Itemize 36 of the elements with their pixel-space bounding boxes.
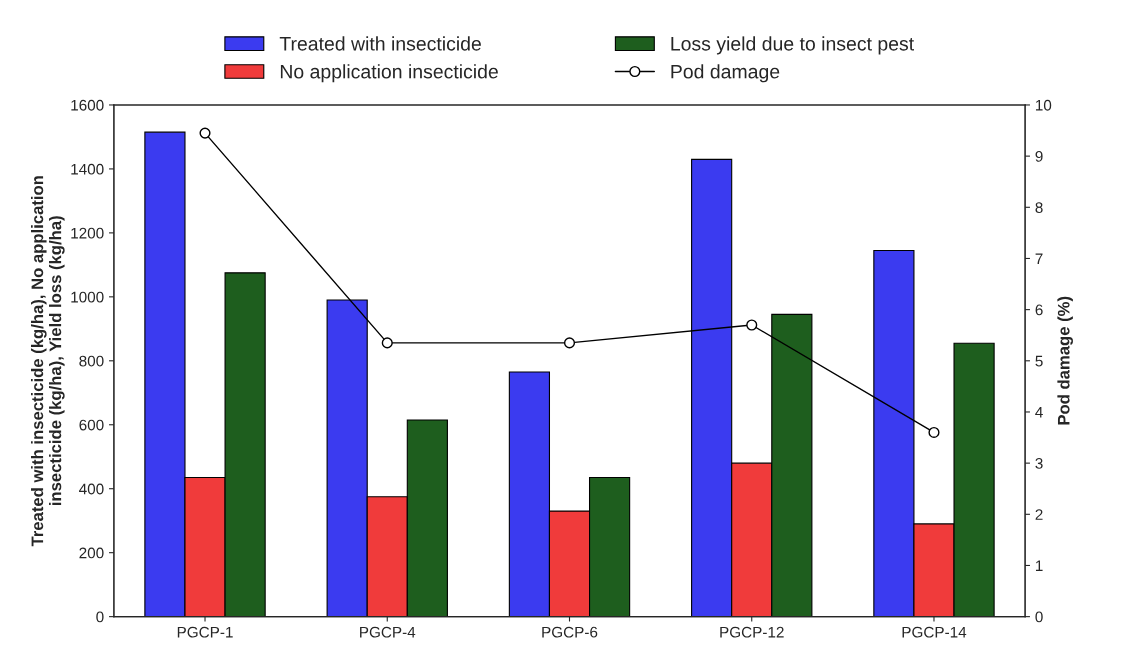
y2-tick-label: 2: [1035, 509, 1043, 520]
x-tick-label: PGCP-14: [902, 626, 967, 638]
y-tick-label: 0: [96, 611, 104, 623]
y-tick-label: 1200: [71, 227, 104, 239]
y-tick-label: 1000: [71, 291, 104, 303]
x-tick-label: PGCP-6: [542, 626, 598, 638]
x-tick-label: PGCP-1: [177, 626, 233, 638]
y2-tick-label: 5: [1035, 355, 1043, 367]
y2-tick-label: 7: [1035, 253, 1043, 264]
y-tick-label: 1600: [71, 99, 104, 111]
y2-axis-title: Pod damage (%): [1057, 296, 1073, 425]
point: [563, 337, 576, 349]
legend-label: No application insecticide: [280, 64, 498, 83]
y-tick-label: 800: [79, 355, 104, 367]
y-tick-label: 600: [79, 419, 104, 431]
y2-tick-label: 4: [1035, 406, 1043, 418]
y-tick-label: 400: [79, 483, 104, 495]
x-tick-label: PGCP-12: [720, 626, 784, 638]
y2-tick-label: 9: [1035, 151, 1043, 162]
y2-tick-label: 10: [1035, 99, 1052, 111]
point: [928, 426, 940, 438]
legend-label: Pod damage: [671, 64, 780, 83]
y2-tick-label: 6: [1035, 304, 1043, 316]
legend-label: Treated with insecticide: [279, 36, 481, 51]
point: [381, 337, 393, 349]
legend-label: Loss yield due to insect pest: [671, 36, 914, 55]
y2-tick-label: 3: [1035, 458, 1043, 469]
y-tick-label: 1400: [71, 163, 104, 175]
y2-tick-label: 8: [1035, 202, 1043, 213]
y2-tick-label: 1: [1035, 560, 1043, 572]
y2-tick-label: 0: [1035, 611, 1043, 623]
point: [199, 127, 211, 139]
y-axis-title: Treated with insecticide (kg/ha), No application insecticide (kg/ha), Yield loss (kg/ha): [31, 176, 65, 547]
x-tick-label: PGCP-4: [360, 626, 416, 638]
point: [746, 319, 758, 331]
y-tick-label: 200: [79, 547, 104, 559]
